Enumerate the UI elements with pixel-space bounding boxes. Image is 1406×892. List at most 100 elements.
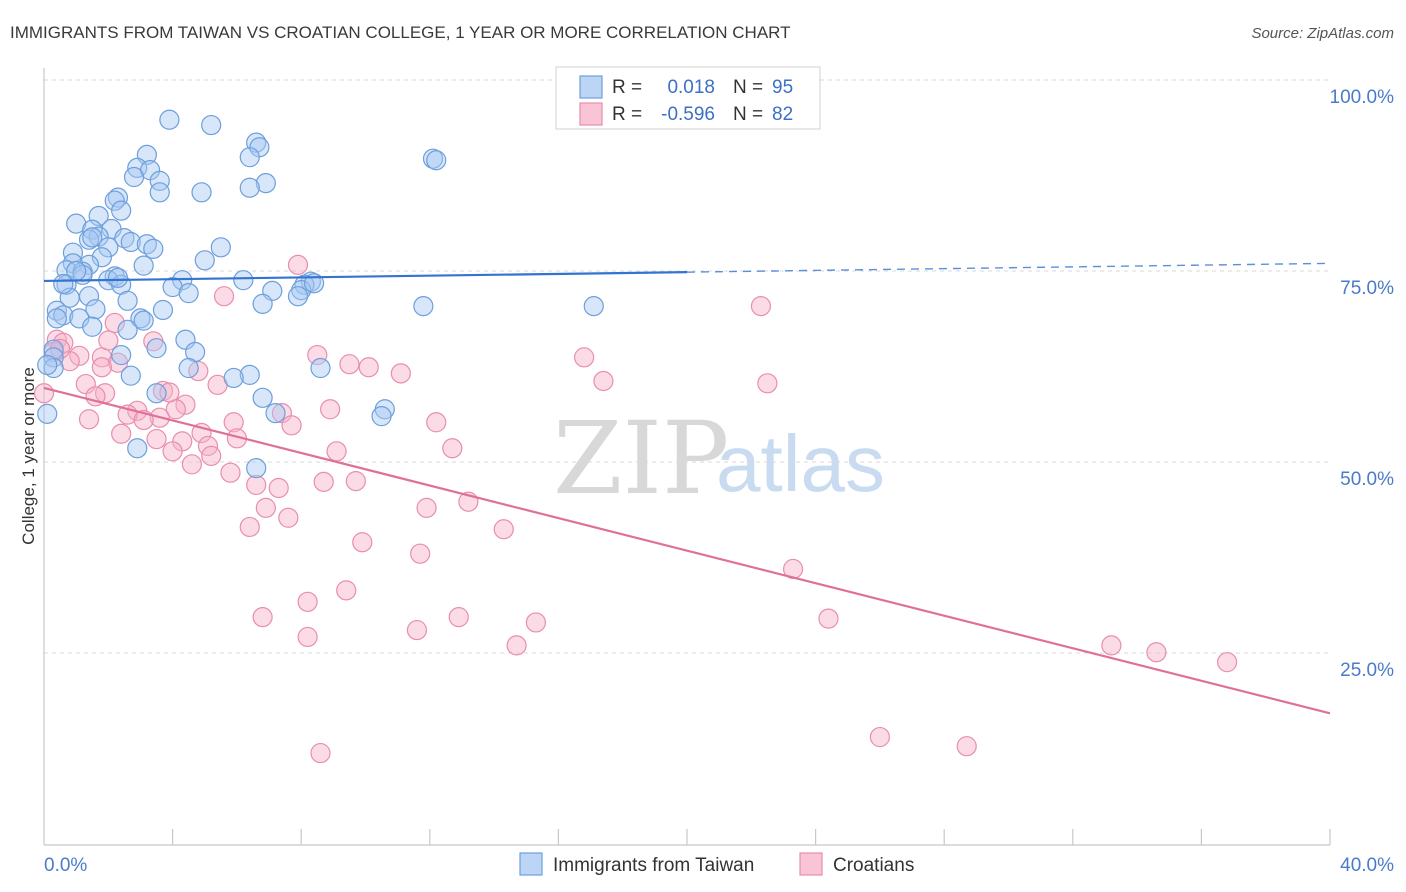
croatians-point bbox=[574, 347, 595, 368]
croatians-trend-line bbox=[43, 386, 1331, 715]
croatians-point bbox=[98, 330, 119, 351]
taiwan-point bbox=[310, 357, 331, 379]
stats-legend-swatch-croatians bbox=[579, 102, 603, 126]
taiwan-point bbox=[120, 231, 141, 253]
legend-swatch-taiwan bbox=[519, 852, 543, 876]
taiwan-point bbox=[583, 296, 604, 317]
legend-label-taiwan: Immigrants from Taiwan bbox=[553, 855, 754, 876]
croatians-point bbox=[406, 619, 428, 641]
taiwan-point bbox=[98, 237, 119, 258]
croatians-point bbox=[750, 296, 772, 317]
croatians-point bbox=[268, 477, 289, 499]
croatians-point bbox=[506, 635, 527, 656]
croatians-point bbox=[181, 454, 202, 475]
croatians-point bbox=[111, 423, 132, 444]
taiwan-point bbox=[239, 364, 260, 386]
stats-n-label-taiwan: N = bbox=[733, 77, 763, 98]
croatians-point bbox=[220, 462, 241, 483]
croatians-point bbox=[246, 474, 267, 496]
taiwan-point bbox=[104, 190, 125, 211]
x-tick-label-max: 40.0% bbox=[1340, 855, 1394, 876]
croatians-point bbox=[252, 606, 273, 628]
croatians-point bbox=[175, 394, 196, 415]
croatians-point bbox=[525, 612, 546, 633]
croatians-point bbox=[416, 497, 437, 518]
taiwan-point bbox=[239, 177, 260, 198]
taiwan-point bbox=[117, 290, 138, 311]
croatians-point bbox=[410, 543, 431, 564]
croatians-point bbox=[255, 497, 276, 518]
taiwan-point bbox=[246, 458, 267, 479]
croatians-point bbox=[281, 415, 302, 436]
taiwan-point bbox=[239, 147, 260, 168]
stats-n-label-croatians: N = bbox=[733, 104, 763, 125]
taiwan-point bbox=[252, 293, 273, 314]
croatians-point bbox=[239, 516, 260, 538]
taiwan-point bbox=[201, 114, 222, 136]
croatians-point bbox=[162, 441, 183, 462]
taiwan-point bbox=[130, 308, 151, 329]
taiwan-point bbox=[146, 338, 167, 359]
croatians-point bbox=[91, 357, 112, 378]
croatians-point bbox=[390, 363, 411, 384]
taiwan-point bbox=[178, 283, 199, 304]
points-taiwan bbox=[37, 109, 604, 479]
taiwan-point bbox=[371, 406, 392, 427]
croatians-point bbox=[287, 254, 309, 275]
watermark-atlas: atlas bbox=[716, 419, 885, 508]
x-ticks bbox=[172, 829, 1331, 845]
croatians-point bbox=[448, 606, 469, 628]
croatians-point bbox=[818, 608, 839, 629]
stats-legend-swatch-taiwan bbox=[579, 75, 603, 99]
croatians-point bbox=[493, 519, 514, 540]
taiwan-point bbox=[152, 299, 174, 321]
croatians-point bbox=[442, 438, 463, 459]
taiwan-point bbox=[291, 280, 312, 301]
taiwan-point bbox=[123, 166, 145, 188]
taiwan-point bbox=[82, 316, 103, 337]
taiwan-point bbox=[43, 339, 64, 360]
croatians-point bbox=[956, 736, 977, 757]
croatians-point bbox=[201, 445, 222, 466]
legend-label-croatians: Croatians bbox=[833, 855, 914, 876]
croatians-point bbox=[78, 409, 100, 430]
watermark-zip: ZIP bbox=[553, 400, 729, 517]
y-tick-labels: 100.0% 75.0% 50.0% 25.0% bbox=[1330, 87, 1395, 681]
taiwan-point bbox=[210, 237, 231, 258]
taiwan-point bbox=[117, 319, 138, 340]
croatians-point bbox=[278, 507, 299, 528]
croatians-point bbox=[313, 471, 334, 492]
legend-swatch-croatians bbox=[799, 852, 823, 876]
stats-r-value-croatians: -0.596 bbox=[661, 104, 715, 125]
taiwan-point bbox=[37, 403, 58, 424]
taiwan-point bbox=[287, 286, 309, 307]
taiwan-point bbox=[111, 344, 132, 366]
stats-r-label-croatians: R = bbox=[612, 104, 642, 125]
taiwan-point bbox=[255, 173, 276, 194]
croatians-point bbox=[336, 580, 357, 601]
taiwan-point bbox=[133, 255, 154, 276]
taiwan-trend-line bbox=[43, 271, 688, 283]
taiwan-point bbox=[223, 367, 244, 389]
taiwan-point bbox=[233, 270, 254, 291]
taiwan-point bbox=[53, 273, 74, 295]
croatians-point bbox=[104, 312, 125, 334]
taiwan-point bbox=[133, 310, 154, 331]
croatians-point bbox=[426, 412, 447, 433]
taiwan-point bbox=[149, 182, 170, 203]
taiwan-point bbox=[37, 354, 58, 376]
croatians-point bbox=[69, 345, 90, 366]
series-legend: Immigrants from Taiwan Croatians bbox=[519, 852, 914, 876]
watermark: ZIP atlas bbox=[553, 400, 885, 517]
stats-n-value-croatians: 82 bbox=[772, 104, 793, 125]
taiwan-point bbox=[303, 273, 325, 294]
taiwan-point bbox=[265, 403, 286, 424]
taiwan-point bbox=[194, 250, 215, 271]
croatians-point bbox=[339, 354, 360, 375]
taiwan-point bbox=[85, 299, 106, 320]
taiwan-point bbox=[111, 200, 132, 221]
stats-r-label-taiwan: R = bbox=[612, 77, 642, 98]
taiwan-point bbox=[107, 187, 129, 208]
stats-legend: R = 0.018 N = 95 R = -0.596 N = 82 bbox=[555, 66, 821, 130]
